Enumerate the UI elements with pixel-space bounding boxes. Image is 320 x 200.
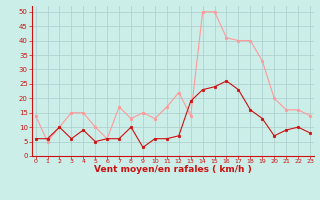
- X-axis label: Vent moyen/en rafales ( km/h ): Vent moyen/en rafales ( km/h ): [94, 165, 252, 174]
